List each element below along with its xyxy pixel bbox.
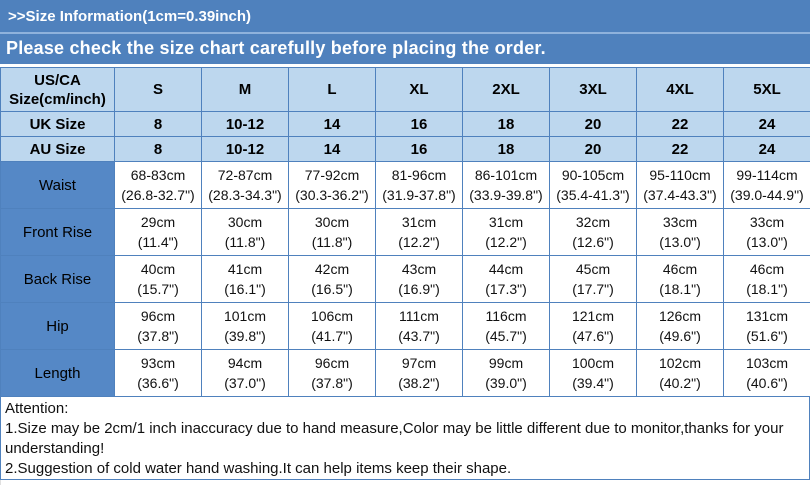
corner-header-cell: US/CA Size(cm/inch) [0,67,115,112]
measurement-label-cell: Waist [0,161,115,209]
size-value-cell: 16 [375,136,463,162]
measurement-value-cell: 99-114cm (39.0-44.9") [723,161,810,209]
size-value-cell: 20 [549,111,637,137]
measurement-value-cell: 43cm (16.9") [375,255,463,303]
size-header-cell: 4XL [636,67,724,112]
measurement-value-cell: 44cm (17.3") [462,255,550,303]
attention-heading: Attention: [5,400,69,417]
size-value-cell: 22 [636,111,724,137]
measurement-value-cell: 46cm (18.1") [636,255,724,303]
measurement-row: Hip 96cm (37.8") 101cm (39.8") 106cm (41.7") 11… [0,302,810,350]
size-value-cell: 22 [636,136,724,162]
measurement-value-cell: 121cm (47.6") [549,302,637,350]
size-header-cell: L [288,67,376,112]
measurement-value-cell: 42cm (16.5") [288,255,376,303]
measurement-value-cell: 96cm (37.8") [288,349,376,397]
measurement-value-cell: 102cm (40.2") [636,349,724,397]
measurement-value-cell: 103cm (40.6") [723,349,810,397]
measurement-value-cell: 33cm (13.0") [636,208,724,256]
row-label-cell: UK Size [0,111,115,137]
measurement-value-cell: 30cm (11.8") [288,208,376,256]
size-header-cell: 3XL [549,67,637,112]
measurement-label-cell: Length [0,349,115,397]
attention-box: Attention: 1.Size may be 2cm/1 inch inac… [0,397,810,480]
row-label-cell: AU Size [0,136,115,162]
size-header-cell: 5XL [723,67,810,112]
measurement-value-cell: 90-105cm (35.4-41.3") [549,161,637,209]
size-information-banner: >>Size Information(1cm=0.39inch) Please … [0,0,810,64]
banner-divider [0,32,810,34]
attention-note-2: 2.Suggestion of cold water hand washing.… [5,460,512,477]
measurement-value-cell: 32cm (12.6") [549,208,637,256]
measurement-value-cell: 46cm (18.1") [723,255,810,303]
measurement-value-cell: 99cm (39.0") [462,349,550,397]
measurement-row: Length 93cm (36.6") 94cm (37.0") 96cm (37.8") 9… [0,349,810,397]
measurement-label-cell: Front Rise [0,208,115,256]
size-chart-table: US/CA Size(cm/inch) S M L XL 2XL 3XL 4XL 5XL UK … [0,67,810,397]
banner-title: >>Size Information(1cm=0.39inch) [8,8,251,25]
size-value-cell: 10-12 [201,136,289,162]
measurement-value-cell: 116cm (45.7") [462,302,550,350]
corner-header-line2: Size(cm/inch) [9,90,106,108]
size-value-cell: 14 [288,136,376,162]
spacer [0,64,810,67]
measurement-value-cell: 33cm (13.0") [723,208,810,256]
size-header-cell: XL [375,67,463,112]
measurement-value-cell: 95-110cm (37.4-43.3") [636,161,724,209]
measurement-value-cell: 81-96cm (31.9-37.8") [375,161,463,209]
corner-header-line1: US/CA [34,71,81,89]
measurement-value-cell: 41cm (16.1") [201,255,289,303]
measurement-value-cell: 29cm (11.4") [114,208,202,256]
measurement-value-cell: 106cm (41.7") [288,302,376,350]
size-value-cell: 20 [549,136,637,162]
measurement-value-cell: 131cm (51.6") [723,302,810,350]
measurement-value-cell: 86-101cm (33.9-39.8") [462,161,550,209]
measurement-value-cell: 40cm (15.7") [114,255,202,303]
size-header-cell: M [201,67,289,112]
measurement-value-cell: 101cm (39.8") [201,302,289,350]
measurement-value-cell: 97cm (38.2") [375,349,463,397]
size-value-cell: 24 [723,136,810,162]
size-chart-body: US/CA Size(cm/inch) S M L XL 2XL 3XL 4XL 5XL UK … [0,67,810,397]
measurement-value-cell: 68-83cm (26.8-32.7") [114,161,202,209]
size-header-row: US/CA Size(cm/inch) S M L XL 2XL 3XL 4XL 5XL [0,67,810,112]
measurement-value-cell: 45cm (17.7") [549,255,637,303]
measurement-value-cell: 96cm (37.8") [114,302,202,350]
size-value-cell: 14 [288,111,376,137]
attention-note-1: 1.Size may be 2cm/1 inch inaccuracy due … [5,420,784,457]
size-value-cell: 8 [114,136,202,162]
size-header-cell: S [114,67,202,112]
size-value-cell: 16 [375,111,463,137]
size-value-cell: 18 [462,136,550,162]
cutoff-content-sliver [0,480,810,485]
measurement-value-cell: 94cm (37.0") [201,349,289,397]
size-row: UK Size 8 10-12 14 16 18 20 22 24 [0,111,810,137]
measurement-value-cell: 93cm (36.6") [114,349,202,397]
size-value-cell: 10-12 [201,111,289,137]
size-row: AU Size 8 10-12 14 16 18 20 22 24 [0,136,810,162]
measurement-row: Front Rise 29cm (11.4") 30cm (11.8") 30cm (11.… [0,208,810,256]
measurement-label-cell: Hip [0,302,115,350]
measurement-value-cell: 111cm (43.7") [375,302,463,350]
measurement-value-cell: 72-87cm (28.3-34.3") [201,161,289,209]
measurement-row: Waist 68-83cm (26.8-32.7") 72-87cm (28.3-34.… [0,161,810,209]
size-value-cell: 24 [723,111,810,137]
size-value-cell: 8 [114,111,202,137]
measurement-row: Back Rise 40cm (15.7") 41cm (16.1") 42cm (16.5… [0,255,810,303]
measurement-value-cell: 126cm (49.6") [636,302,724,350]
measurement-label-cell: Back Rise [0,255,115,303]
banner-subtitle: Please check the size chart carefully be… [6,38,546,58]
size-value-cell: 18 [462,111,550,137]
measurement-value-cell: 31cm (12.2") [375,208,463,256]
measurement-value-cell: 100cm (39.4") [549,349,637,397]
measurement-value-cell: 31cm (12.2") [462,208,550,256]
size-header-cell: 2XL [462,67,550,112]
measurement-value-cell: 77-92cm (30.3-36.2") [288,161,376,209]
measurement-value-cell: 30cm (11.8") [201,208,289,256]
